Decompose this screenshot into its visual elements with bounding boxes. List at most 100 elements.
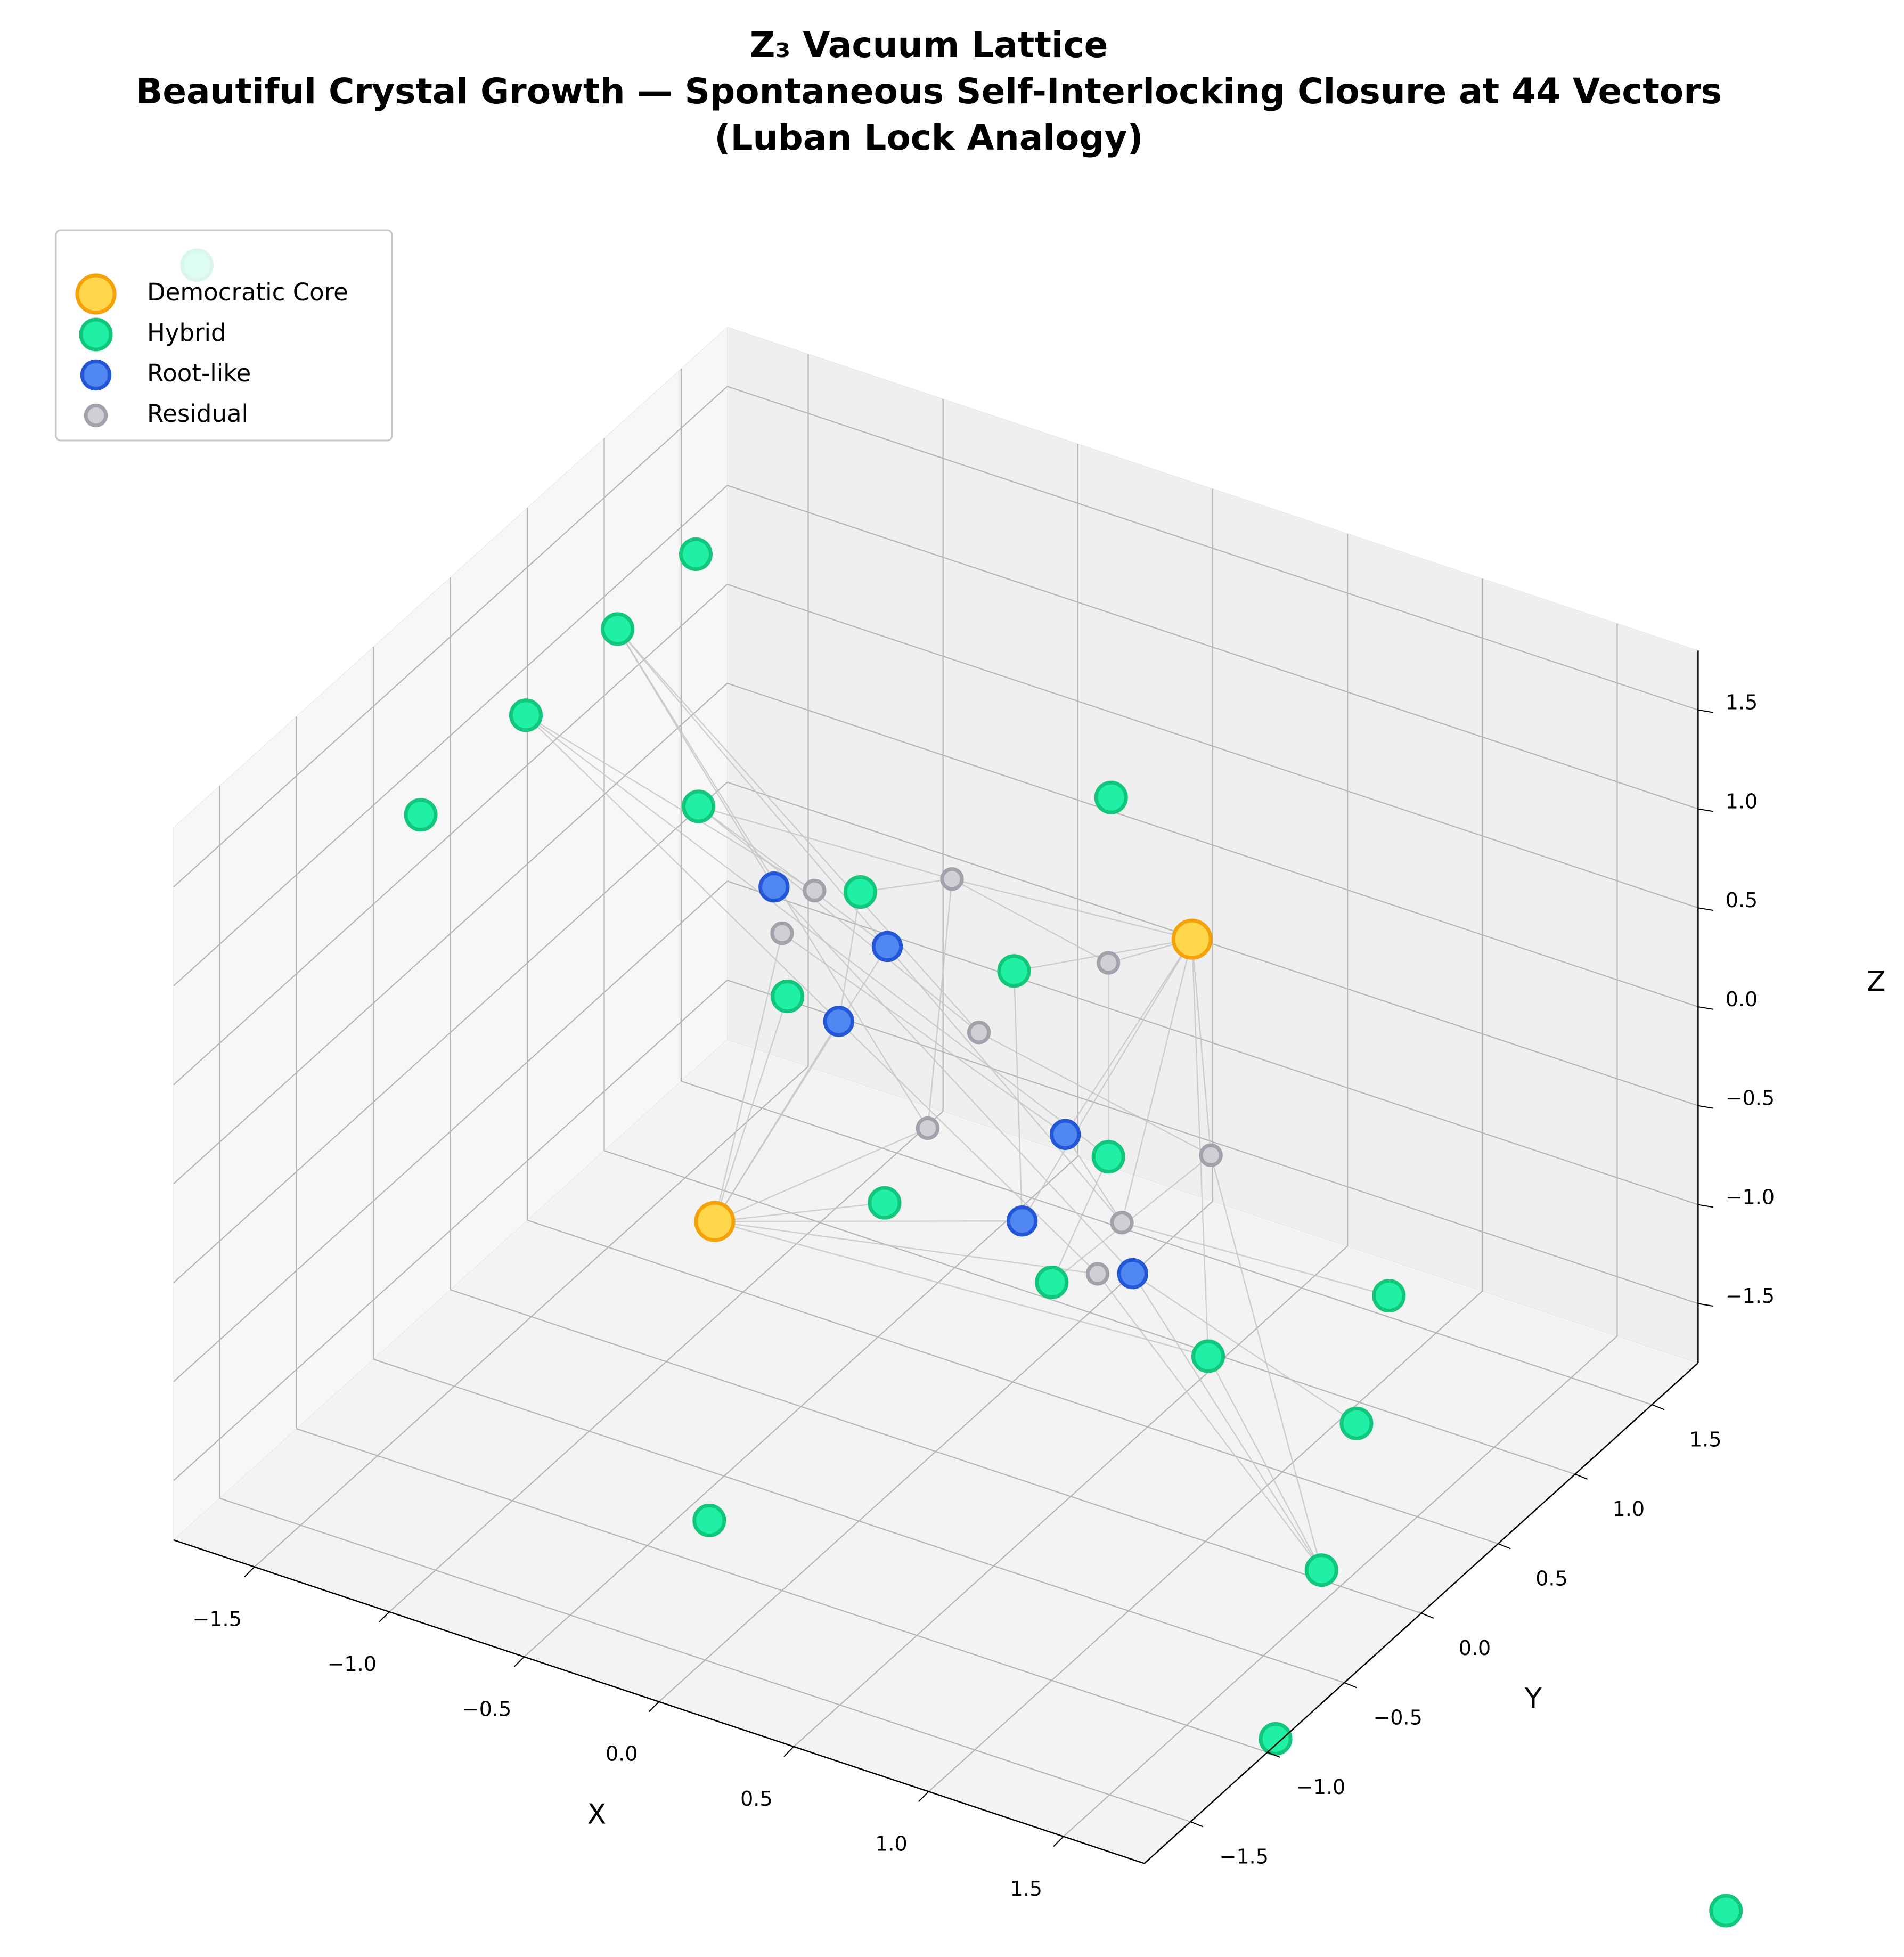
x-tick-label: 1.0: [875, 1832, 907, 1855]
y-tick-label: 1.5: [1689, 1428, 1721, 1451]
y-tick: [1421, 1612, 1434, 1619]
grid-line: [173, 682, 728, 1185]
x-tick-label: −1.5: [193, 1608, 242, 1631]
edge: [1065, 939, 1193, 1135]
point: [803, 878, 827, 903]
edge: [887, 946, 1123, 1223]
grid-line: [219, 1497, 1191, 1823]
grid-line: [173, 386, 728, 887]
point: [871, 931, 903, 963]
edge: [1013, 971, 1023, 1221]
point: [843, 875, 877, 909]
edge: [698, 805, 952, 880]
legend-marker: [84, 403, 108, 428]
edge: [714, 933, 783, 1222]
z-tick: [1698, 1303, 1713, 1307]
z-tick-label: 1.0: [1726, 789, 1758, 813]
y-tick-label: 0.5: [1535, 1567, 1567, 1590]
z-tick: [1698, 1105, 1713, 1109]
point: [694, 1201, 736, 1242]
edge: [525, 714, 1109, 1157]
y-tick: [1190, 1821, 1204, 1828]
legend: Democratic Core Hybrid Root-like Residual: [55, 229, 393, 442]
legend-label: Hybrid: [147, 319, 226, 347]
x-tick: [1053, 1836, 1064, 1847]
point: [916, 1116, 940, 1140]
grid-line: [681, 1080, 1653, 1406]
point: [823, 1006, 855, 1037]
edge: [714, 946, 888, 1222]
edge: [714, 1202, 885, 1222]
y-tick: [1267, 1751, 1280, 1758]
y-tick-label: −1.0: [1296, 1775, 1345, 1799]
grid-line: [527, 1219, 1499, 1545]
z-tick: [1698, 1006, 1713, 1010]
z-tick: [1698, 907, 1713, 911]
point: [1709, 1894, 1743, 1928]
edge: [927, 879, 953, 1129]
x-tick: [244, 1566, 255, 1578]
z-tick-label: −0.5: [1726, 1087, 1775, 1110]
edge: [773, 886, 1133, 1274]
grid-line: [604, 1150, 1575, 1475]
point: [1191, 1339, 1225, 1373]
grid-line: [450, 1289, 1421, 1614]
chart-title: Z₃ Vacuum Lattice: [750, 25, 1108, 66]
y-tick: [1652, 1404, 1665, 1410]
point: [1199, 1143, 1223, 1168]
point: [404, 798, 438, 832]
point: [758, 871, 790, 903]
y-tick: [1574, 1473, 1588, 1480]
edge: [1065, 1134, 1123, 1223]
legend-marker: [80, 359, 112, 391]
edge: [1132, 1273, 1322, 1571]
point: [1094, 780, 1128, 814]
grid-line: [727, 682, 1698, 1008]
z-tick-label: −1.0: [1726, 1185, 1775, 1209]
grid-line: [727, 583, 1698, 909]
edge: [838, 1021, 1098, 1275]
grid-line: [173, 880, 728, 1382]
edge: [1191, 939, 1212, 1155]
panes: [173, 326, 1699, 1864]
z-tick-label: −1.5: [1726, 1284, 1775, 1308]
chart-title: (Luban Lock Analogy): [714, 117, 1143, 158]
edges: [525, 629, 1390, 1571]
edge: [698, 805, 888, 947]
point: [967, 1021, 991, 1045]
edge: [952, 878, 1192, 940]
point: [692, 1503, 726, 1537]
grid-line: [173, 781, 728, 1283]
z-tick: [1698, 709, 1713, 713]
y-tick-label: −1.5: [1220, 1845, 1269, 1868]
edge: [951, 878, 1109, 964]
edge: [1097, 1273, 1322, 1571]
x-axis: [173, 1539, 1145, 1864]
edge: [1191, 939, 1209, 1357]
edge: [1051, 1156, 1109, 1283]
z-axis-label: Z: [1867, 966, 1886, 998]
point: [1091, 1140, 1125, 1174]
edge: [1122, 1222, 1390, 1296]
y-tick-label: 1.0: [1613, 1497, 1645, 1521]
x-tick-label: 1.5: [1010, 1877, 1042, 1901]
grid-line: [727, 386, 1698, 711]
edge: [525, 714, 839, 1022]
x-tick-label: −1.0: [328, 1652, 377, 1676]
edge: [617, 629, 888, 947]
legend-label: Root-like: [147, 359, 251, 387]
legend-marker: [79, 317, 113, 352]
x-tick: [379, 1611, 390, 1622]
point: [1049, 1119, 1081, 1150]
point: [1304, 1553, 1338, 1587]
x-tick-label: −0.5: [462, 1697, 511, 1720]
edge: [838, 892, 861, 1022]
point: [868, 1186, 902, 1220]
point: [1117, 1258, 1148, 1290]
edge: [1132, 1273, 1357, 1424]
legend-label: Democratic Core: [147, 278, 348, 306]
edge: [1207, 1356, 1322, 1571]
point: [770, 921, 794, 945]
edge: [1121, 939, 1193, 1223]
